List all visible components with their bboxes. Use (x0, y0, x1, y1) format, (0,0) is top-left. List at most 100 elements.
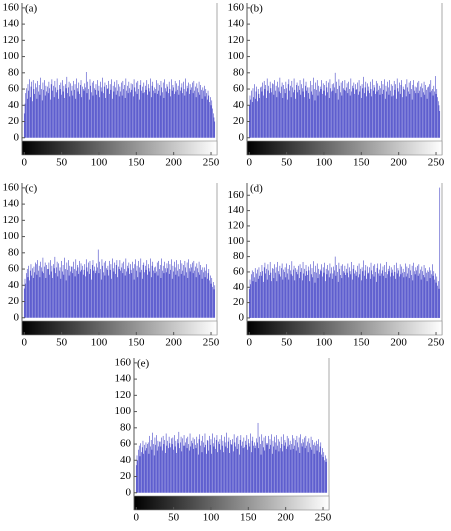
bar (412, 84, 414, 138)
bar (159, 441, 160, 493)
bar (195, 448, 197, 493)
bar (176, 83, 177, 138)
bar (296, 271, 297, 318)
bar (365, 81, 367, 138)
bar (369, 278, 371, 318)
bar (361, 97, 362, 138)
bar (84, 264, 86, 318)
bar (275, 267, 277, 318)
bar (282, 97, 284, 138)
bar (387, 87, 389, 138)
bar (234, 442, 236, 493)
bar (260, 86, 262, 138)
bar (173, 271, 174, 318)
bar (292, 275, 293, 318)
bar (348, 277, 349, 318)
bar (207, 273, 209, 318)
bar (304, 268, 305, 318)
bar (105, 97, 106, 138)
bar (202, 87, 204, 138)
bar (284, 271, 285, 318)
x-tick-label: 100 (203, 512, 220, 524)
bar (368, 272, 370, 318)
bar (307, 266, 309, 318)
bar (430, 80, 432, 138)
bar (259, 436, 260, 493)
bar (438, 288, 440, 318)
bar (230, 444, 232, 493)
y-tick-label: 120 (3, 34, 20, 46)
bar (425, 84, 426, 138)
gray-bar (246, 140, 443, 156)
bar (390, 84, 392, 138)
bar (92, 260, 94, 318)
bar (64, 257, 65, 318)
bar (417, 93, 419, 138)
bar (49, 274, 50, 318)
bar (26, 273, 27, 318)
bar (27, 277, 29, 318)
bar (140, 258, 142, 318)
bar (290, 274, 292, 318)
bar (169, 264, 171, 318)
bar (210, 105, 212, 138)
bar (254, 277, 255, 318)
bar (137, 460, 139, 493)
y-tick-label: 100 (3, 50, 20, 62)
bar (201, 89, 202, 138)
x-tick-label: 50 (56, 157, 68, 169)
bar (288, 438, 289, 493)
bar (318, 85, 320, 138)
bar (139, 272, 141, 318)
bar (61, 260, 62, 318)
bar (325, 268, 327, 318)
bar (68, 87, 69, 138)
bar (47, 93, 49, 138)
bar (323, 272, 325, 318)
bar (304, 275, 306, 318)
bar (59, 89, 61, 138)
bar (193, 448, 195, 493)
bar (327, 265, 328, 318)
bar (68, 81, 70, 138)
bar (268, 85, 269, 138)
bar (435, 282, 437, 318)
bar (272, 84, 274, 138)
bar (219, 439, 221, 493)
bar (111, 79, 112, 138)
bar (211, 277, 213, 318)
bar (256, 442, 258, 493)
bar (367, 90, 369, 138)
bar (162, 435, 164, 493)
y-tick-label: 60 (233, 265, 245, 277)
bar (162, 265, 164, 318)
bar (345, 90, 346, 138)
bar (94, 89, 96, 138)
bar (386, 91, 387, 138)
bar (389, 80, 390, 138)
bar (198, 92, 199, 138)
bar (198, 81, 200, 138)
bar (427, 87, 429, 138)
bar (377, 83, 379, 138)
bar (314, 442, 316, 493)
bar (143, 262, 145, 318)
bar (177, 89, 178, 138)
bar (116, 260, 118, 318)
bar (179, 448, 180, 493)
bar (185, 442, 186, 493)
bar (174, 261, 175, 318)
bar (394, 271, 396, 318)
bar (162, 270, 163, 318)
bar (207, 90, 209, 138)
bar (178, 94, 180, 138)
y-tick-label: 20 (233, 115, 245, 127)
bar (372, 265, 374, 318)
bar (62, 271, 63, 318)
bar (158, 90, 160, 138)
bar (120, 270, 121, 318)
bar (96, 263, 97, 318)
bar (375, 281, 377, 318)
bar (145, 89, 147, 138)
